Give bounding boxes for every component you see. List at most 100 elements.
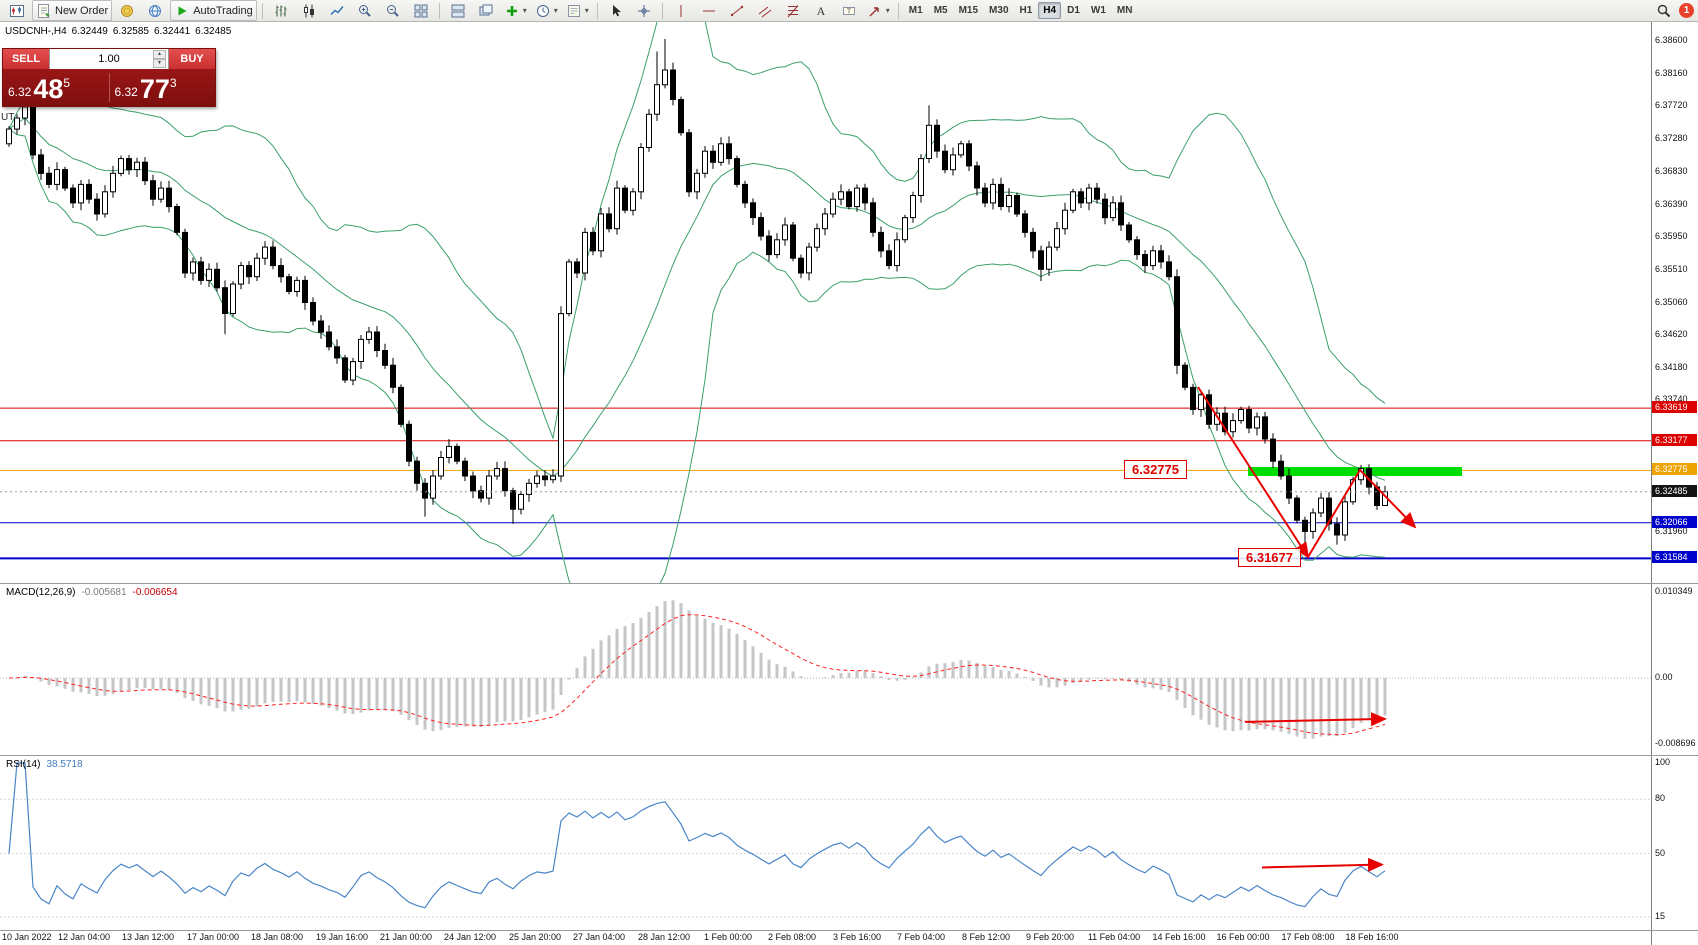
sell-price-big: 48 [33, 74, 64, 104]
deposit-button[interactable] [114, 1, 140, 20]
chart-window-button[interactable] [4, 1, 30, 20]
indicators-button[interactable]: ▾ [501, 1, 530, 20]
buy-price[interactable]: 6.32 77 3 [110, 69, 216, 106]
price-chart-canvas[interactable] [0, 22, 1651, 583]
sell-button[interactable]: SELL [3, 49, 49, 69]
candle [318, 320, 324, 333]
candle [1086, 187, 1092, 204]
zoom-in-button[interactable] [352, 1, 378, 20]
candle [390, 364, 396, 388]
timeframe-m5[interactable]: M5 [929, 2, 953, 19]
pane-separator[interactable] [0, 755, 1698, 756]
fibonacci-tool-button[interactable] [780, 1, 806, 20]
text-tool-button[interactable]: A [808, 1, 834, 20]
candle [998, 183, 1004, 207]
trend-arrow[interactable] [1307, 468, 1417, 558]
timeframe-m30[interactable]: M30 [984, 2, 1013, 19]
trendline-tool-button[interactable] [724, 1, 750, 20]
time-axis-label: 27 Jan 04:00 [572, 932, 626, 942]
timeframe-d1[interactable]: D1 [1062, 2, 1085, 19]
time-axis-label: 9 Feb 20:00 [1025, 932, 1075, 942]
candle [246, 265, 252, 278]
price-axis-label: 6.36390 [1655, 199, 1688, 209]
trend-arrow[interactable] [1197, 386, 1310, 559]
arrange-windows-button[interactable] [445, 1, 471, 20]
macd-indicator-canvas[interactable] [0, 584, 1651, 755]
channel-tool-button[interactable] [752, 1, 778, 20]
candle [1230, 420, 1236, 433]
timeframe-w1[interactable]: W1 [1086, 2, 1111, 19]
price-axis-label: 6.33740 [1655, 394, 1688, 404]
candle [158, 187, 164, 200]
line-chart-mode-button[interactable] [324, 1, 350, 20]
candle [1302, 519, 1308, 532]
price-axis-label: 6.38600 [1655, 35, 1688, 45]
candle [6, 128, 12, 145]
buy-price-sup: 3 [169, 76, 177, 90]
tile-windows-button[interactable] [408, 1, 434, 20]
volume-decrease-button[interactable]: ▾ [153, 59, 166, 68]
price-callout-31677[interactable]: 6.31677 [1238, 548, 1301, 567]
candle [646, 113, 652, 149]
notification-badge[interactable]: 1 [1679, 3, 1694, 18]
candle [462, 460, 468, 477]
time-axis-label: 8 Feb 12:00 [961, 932, 1011, 942]
candle [1278, 460, 1284, 477]
autotrading-play-icon [178, 6, 187, 15]
candle [846, 191, 852, 208]
candlestick-mode-button[interactable] [296, 1, 322, 20]
timeframe-h4[interactable]: H4 [1038, 2, 1062, 19]
templates-button[interactable]: ▾ [563, 1, 592, 20]
search-button[interactable] [1651, 1, 1677, 20]
candle [886, 250, 892, 267]
price-axis-label: 6.37280 [1655, 133, 1688, 143]
vertical-line-tool-button[interactable] [668, 1, 694, 20]
candle [30, 106, 36, 156]
candle [182, 231, 188, 274]
candle [758, 217, 764, 237]
cascade-windows-button[interactable] [473, 1, 499, 20]
zoom-out-icon [386, 4, 399, 17]
arrows-tool-button[interactable]: ▾ [864, 1, 893, 20]
candle [230, 283, 236, 314]
time-axis-label: 11 Feb 04:00 [1087, 932, 1141, 942]
sell-price[interactable]: 6.32 48 5 [3, 69, 109, 106]
cursor-icon [612, 4, 621, 16]
autotrading-button[interactable]: AutoTrading [170, 0, 257, 21]
candle [1174, 276, 1180, 366]
volume-increase-button[interactable]: ▴ [153, 50, 166, 59]
macd-signal-value: -0.006654 [132, 587, 178, 598]
text-label-tool-button[interactable]: T [836, 1, 862, 20]
candle [470, 475, 476, 492]
volume-input[interactable]: 1.00 ▴ ▾ [49, 49, 169, 69]
timeframe-m15[interactable]: M15 [954, 2, 983, 19]
timeframe-mn[interactable]: MN [1112, 2, 1138, 19]
zoom-out-button[interactable] [380, 1, 406, 20]
horizontal-line-tool-button[interactable] [696, 1, 722, 20]
timeframe-m1[interactable]: M1 [904, 2, 928, 19]
rsi-indicator-canvas[interactable] [0, 756, 1651, 930]
price-callout-32775[interactable]: 6.32775 [1124, 460, 1187, 479]
price-axis[interactable]: 0.010349 0.00 -0.008696 6.38600 6.38160 6.… [1651, 22, 1698, 945]
bar-chart-mode-button[interactable] [268, 1, 294, 20]
macd-trend-arrow[interactable] [1244, 712, 1387, 727]
cursor-tool-button[interactable] [603, 1, 629, 20]
crosshair-icon [637, 4, 650, 17]
time-axis[interactable]: 10 Jan 2022 12 Jan 04:00 13 Jan 12:00 17 Ja… [0, 931, 1651, 945]
bars-chart-icon [275, 5, 287, 16]
candle [278, 265, 284, 278]
candle [974, 165, 980, 189]
rsi-trend-arrow[interactable] [1261, 857, 1384, 872]
timeframe-h1[interactable]: H1 [1015, 2, 1038, 19]
candle [966, 143, 972, 167]
webtrader-button[interactable] [142, 1, 168, 20]
crosshair-tool-button[interactable] [631, 1, 657, 20]
new-order-button[interactable]: New Order [32, 0, 113, 21]
green-zone-rectangle[interactable] [1248, 467, 1462, 476]
candle [622, 187, 628, 211]
rsi-axis-label: 100 [1655, 757, 1671, 767]
buy-button[interactable]: BUY [169, 49, 215, 69]
periods-button[interactable]: ▾ [532, 1, 561, 20]
pane-separator[interactable] [0, 583, 1698, 584]
periods-clock-icon [536, 4, 549, 17]
